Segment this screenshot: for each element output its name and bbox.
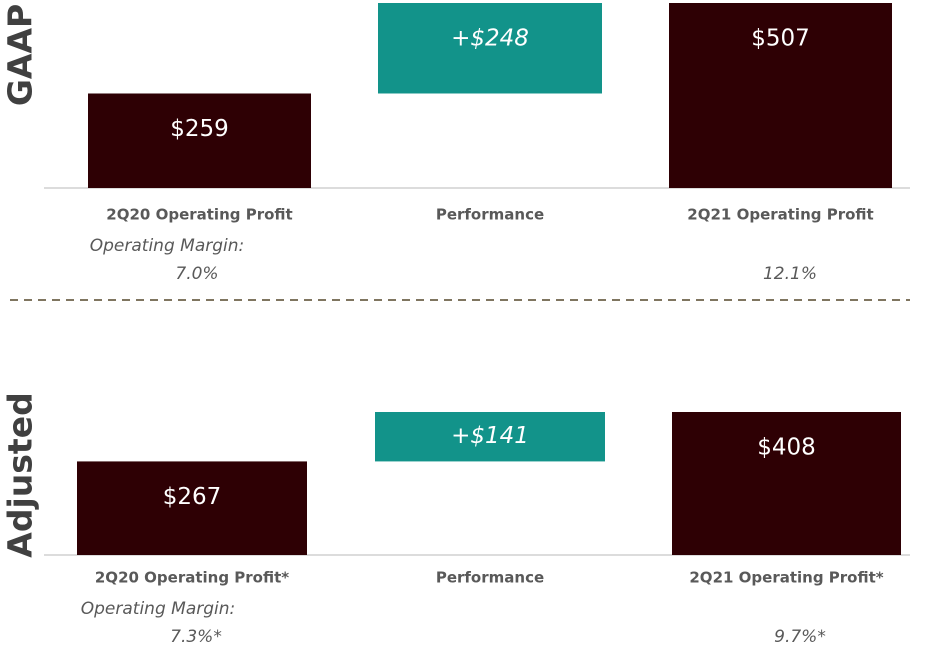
category-label: 2Q20 Operating Profit [106, 206, 292, 224]
margin-value: 9.7%* [774, 627, 826, 647]
value-label: +$141 [451, 423, 529, 449]
value-label: +$248 [451, 26, 529, 52]
bar [672, 412, 901, 555]
bar [669, 3, 892, 188]
category-label: Performance [436, 206, 544, 224]
margin-value: 7.0% [175, 264, 218, 284]
value-label: $507 [751, 26, 810, 52]
value-label: $408 [757, 435, 816, 461]
value-label: $267 [163, 484, 222, 510]
section-label: Adjusted [1, 392, 40, 557]
bar [77, 461, 307, 555]
margin-label: Operating Margin: [90, 236, 245, 256]
section-label: GAAP [1, 4, 40, 106]
bar [88, 93, 311, 188]
bar [378, 3, 602, 94]
margin-value: 7.3%* [170, 627, 222, 647]
category-label: Performance [436, 569, 544, 587]
category-label: 2Q21 Operating Profit [687, 206, 873, 224]
value-label: $259 [170, 116, 229, 142]
margin-label: Operating Margin: [81, 599, 236, 619]
category-label: 2Q21 Operating Profit* [689, 569, 883, 587]
category-label: 2Q20 Operating Profit* [95, 569, 289, 587]
bar [375, 412, 605, 462]
margin-value: 12.1% [763, 264, 817, 284]
